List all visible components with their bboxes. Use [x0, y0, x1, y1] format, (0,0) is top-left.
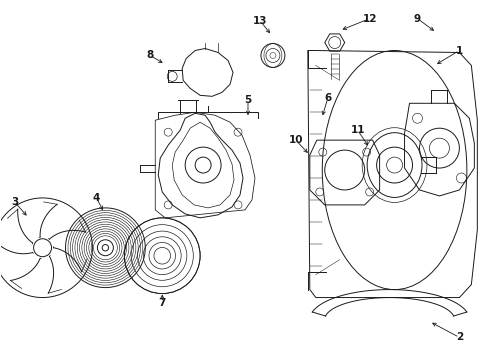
- Text: 9: 9: [413, 14, 420, 24]
- Text: 4: 4: [93, 193, 100, 203]
- Text: 13: 13: [252, 15, 266, 26]
- Text: 10: 10: [288, 135, 303, 145]
- Text: 7: 7: [158, 297, 165, 307]
- Text: 3: 3: [11, 197, 18, 207]
- Text: 1: 1: [455, 45, 462, 55]
- Text: 8: 8: [146, 50, 154, 60]
- Text: 11: 11: [350, 125, 364, 135]
- Text: 5: 5: [244, 95, 251, 105]
- Text: 2: 2: [455, 332, 462, 342]
- Text: 12: 12: [362, 14, 376, 24]
- Text: 6: 6: [324, 93, 331, 103]
